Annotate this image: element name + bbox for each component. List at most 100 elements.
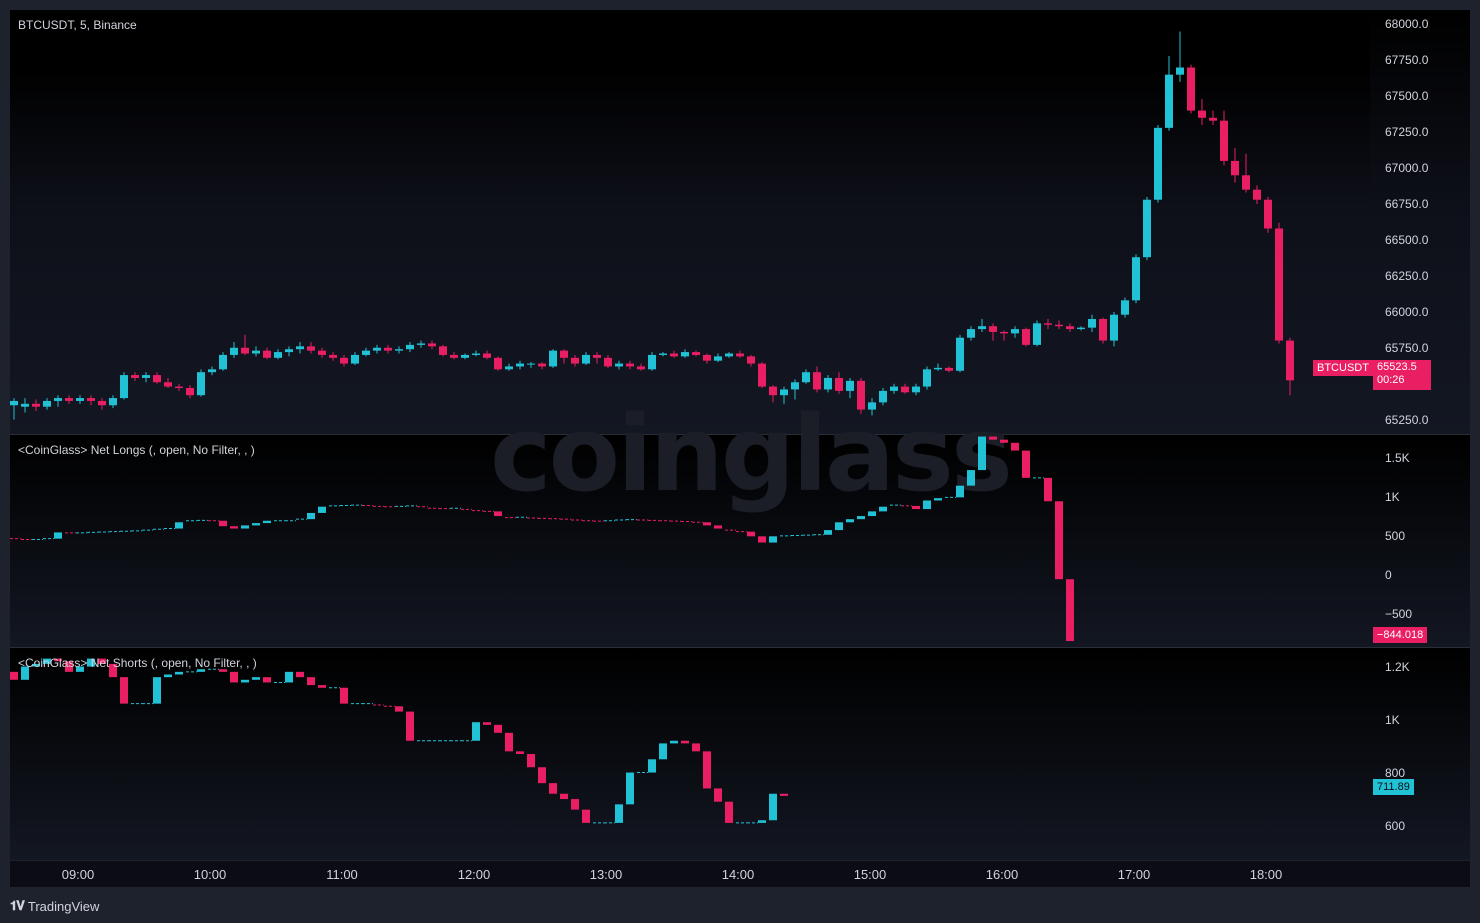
step-bar (197, 669, 205, 672)
candle-body (560, 350, 568, 358)
candle-body (417, 343, 425, 345)
candle-body (857, 380, 865, 410)
step-bar (923, 500, 931, 510)
candle-body (186, 388, 194, 396)
step-bar (714, 525, 722, 529)
net-shorts-pane[interactable] (10, 648, 1370, 860)
time-axis-label: 11:00 (326, 867, 358, 882)
candle-body (505, 366, 513, 370)
candle-body (54, 398, 62, 401)
candle-body (1121, 300, 1129, 315)
net-longs-pane[interactable] (10, 435, 1370, 647)
price-axis-label: 67250.0 (1385, 125, 1429, 140)
candle-body (890, 386, 898, 391)
net_longs_pane-axis-label: 1K (1385, 490, 1400, 505)
candle-body (714, 356, 722, 361)
candle-body (692, 352, 700, 355)
step-bar (538, 767, 546, 784)
candle-body (450, 354, 458, 358)
step-bar (340, 687, 348, 704)
step-bar (32, 663, 40, 667)
net_longs_pane-axis-label: 0 (1385, 568, 1392, 583)
candle-body (967, 329, 975, 338)
price-axis-label: 66750.0 (1385, 197, 1429, 212)
candle-body (307, 346, 315, 351)
pane-divider[interactable] (10, 434, 1470, 435)
step-bar (758, 820, 766, 823)
step-bar (153, 677, 161, 704)
candle-body (1242, 175, 1250, 190)
pane-divider[interactable] (10, 647, 1470, 648)
step-bar (846, 519, 854, 523)
net_longs_pane-axis-label: 1.5K (1385, 451, 1410, 466)
candle-body (1077, 327, 1085, 330)
candle-body (571, 357, 579, 364)
candle-body (1022, 329, 1030, 345)
step-bar (703, 522, 711, 526)
step-bar (230, 526, 238, 529)
candle-body (1275, 228, 1283, 341)
step-bar (494, 511, 502, 517)
candle-body (1264, 199, 1272, 229)
net_longs_pane-axis-label: 500 (1385, 529, 1406, 544)
candle-body (109, 398, 117, 406)
candle-body (615, 363, 623, 367)
step-bar (989, 436, 997, 440)
net_shorts_pane-axis-label: 600 (1385, 818, 1406, 833)
step-bar (824, 530, 832, 535)
step-bar (307, 677, 315, 686)
candle-body (1286, 340, 1294, 381)
last-price-value: 65523.5 (1377, 361, 1417, 373)
candle-body (879, 390, 887, 403)
candle-body (736, 353, 744, 357)
candle-body (956, 337, 964, 371)
last-price-badge: 65523.5 00:26 (1373, 360, 1431, 390)
candle-body (868, 402, 876, 410)
candle-body (780, 389, 788, 396)
chart-frame[interactable]: coinglass BTCUSDT, 5, Binance <CoinGlass… (10, 10, 1470, 887)
step-bar (87, 658, 95, 667)
price-axis-label: 66250.0 (1385, 268, 1429, 283)
candle-body (21, 403, 29, 407)
step-bar (175, 522, 183, 529)
candle-body (1011, 329, 1019, 334)
step-bar (857, 516, 865, 520)
candle-body (648, 354, 656, 370)
step-bar (703, 751, 711, 789)
candle-body (395, 349, 403, 351)
step-bar (1000, 439, 1008, 443)
step-bar (120, 677, 128, 704)
candle-body (901, 386, 909, 393)
candle-body (549, 350, 557, 367)
time-axis-label: 16:00 (985, 867, 1019, 882)
candle-body (1099, 319, 1107, 341)
step-bar (43, 658, 51, 664)
step-bar (1022, 450, 1030, 478)
step-bar (659, 743, 667, 760)
candle-body (98, 400, 106, 406)
candle-body (1033, 323, 1041, 345)
candle-body (593, 354, 601, 358)
candle-body (219, 354, 227, 370)
price-axis[interactable] (1370, 10, 1470, 860)
net_shorts_pane-axis-label: 1.2K (1385, 659, 1410, 674)
tradingview-footer[interactable]: 𝟏𝐕 TradingView (10, 896, 99, 916)
step-bar (978, 436, 986, 471)
time-axis-label: 13:00 (589, 867, 623, 882)
candle-body (494, 357, 502, 370)
candle-body (340, 357, 348, 364)
candle-body (945, 367, 953, 371)
candle-body (362, 350, 370, 355)
candle-body (604, 357, 612, 367)
step-bar (263, 677, 271, 683)
time-axis-label: 17:00 (1117, 867, 1151, 882)
step-bar (285, 671, 293, 683)
candle-body (791, 382, 799, 390)
candle-body (329, 354, 337, 358)
candle-body (626, 363, 634, 367)
candle-body (274, 352, 282, 358)
step-bar (1055, 501, 1063, 580)
step-bar (164, 674, 172, 678)
candle-body (428, 343, 436, 347)
coinglass-watermark: coinglass (490, 393, 1013, 515)
